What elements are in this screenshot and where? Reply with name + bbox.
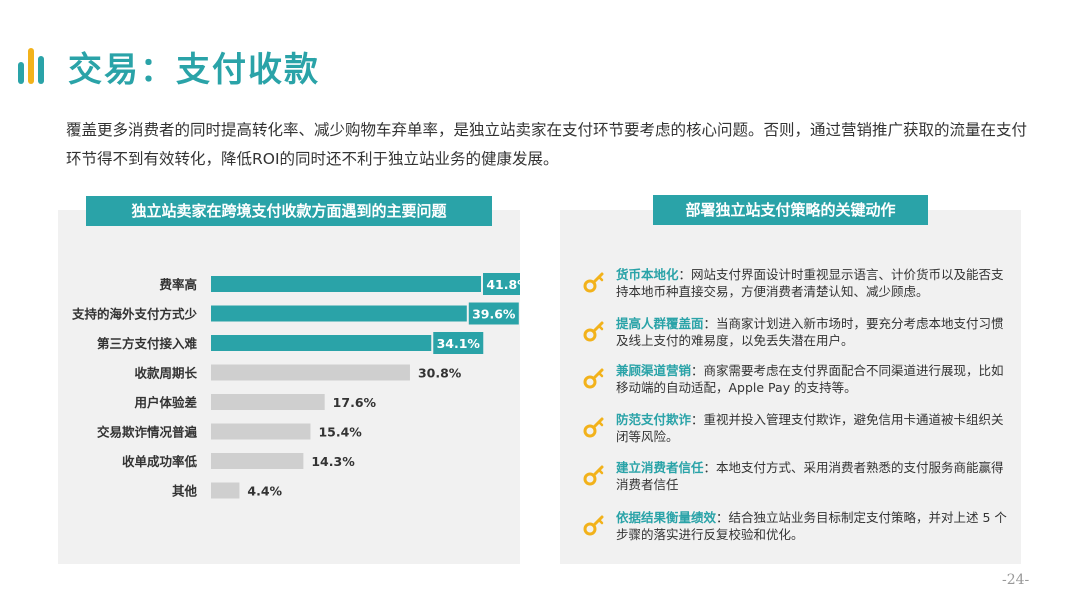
key-icon xyxy=(583,368,604,389)
action-text: 货币本地化：网站支付界面设计时重视显示语言、计价货币以及能否支持本地币种直接交易… xyxy=(616,266,1011,300)
action-item: 依据结果衡量绩效：结合独立站业务目标制定支付策略，并对上述 5 个步骤的落实进行… xyxy=(583,509,1013,549)
category-label: 用户体验差 xyxy=(133,395,197,410)
value-label: 14.3% xyxy=(311,454,355,469)
action-description: ：当商家计划进入新市场时，要充分考虑本地支付习惯及线上支付的难易度，以免丢失潜在… xyxy=(616,316,1004,348)
value-label: 39.6% xyxy=(472,307,516,322)
value-label: 41.8% xyxy=(486,277,520,292)
bar xyxy=(211,276,481,292)
bar xyxy=(211,482,240,499)
action-item: 提高人群覆盖面：当商家计划进入新市场时，要充分考虑本地支付习惯及线上支付的难易度… xyxy=(583,315,1013,355)
action-description: ：重视并投入管理支付欺诈，避免信用卡通道被卡组织关闭等风险。 xyxy=(616,412,1004,444)
action-text: 兼顾渠道营销：商家需要考虑在支付界面配合不同渠道进行展现，比如移动端的自动适配，… xyxy=(616,362,1011,396)
intro-paragraph: 覆盖更多消费者的同时提高转化率、减少购物车弃单率，是独立站卖家在支付环节要考虑的… xyxy=(66,121,1028,168)
value-label-box xyxy=(468,302,519,325)
action-description: ：本地支付方式、采用消费者熟悉的支付服务商能赢得消费者信任 xyxy=(616,460,1004,492)
value-label: 17.6% xyxy=(333,395,377,410)
category-label: 交易欺诈情况普遍 xyxy=(97,425,198,440)
bar xyxy=(211,364,410,381)
actions-panel-title: 部署独立站支付策略的关键动作 xyxy=(653,195,928,225)
value-label: 30.8% xyxy=(418,366,462,381)
action-item: 建立消费者信任：本地支付方式、采用消费者熟悉的支付服务商能赢得消费者信任 xyxy=(583,459,1013,499)
value-label: 4.4% xyxy=(247,484,282,499)
action-description: ：商家需要考虑在支付界面配合不同渠道进行展现，比如移动端的自动适配，Apple … xyxy=(616,363,1004,395)
value-label-box xyxy=(433,332,484,354)
key-icon xyxy=(583,417,604,438)
category-label: 其他 xyxy=(172,484,198,499)
action-description: ：结合独立站业务目标制定支付策略，并对上述 5 个步骤的落实进行反复校验和优化。 xyxy=(616,510,1007,542)
problems-panel-title: 独立站卖家在跨境支付收款方面遇到的主要问题 xyxy=(86,196,492,226)
category-label: 第三方支付接入难 xyxy=(97,336,198,351)
category-label: 收款周期长 xyxy=(134,366,197,381)
action-highlight: 依据结果衡量绩效 xyxy=(616,510,717,525)
page-number: -24- xyxy=(1002,572,1030,588)
bar xyxy=(211,423,311,440)
action-item: 防范支付欺诈：重视并投入管理支付欺诈，避免信用卡通道被卡组织关闭等风险。 xyxy=(583,411,1013,451)
action-highlight: 建立消费者信任 xyxy=(616,460,704,475)
brand-bars-icon xyxy=(18,44,48,84)
value-label: 34.1% xyxy=(437,336,481,351)
key-icon xyxy=(583,272,604,293)
action-text: 防范支付欺诈：重视并投入管理支付欺诈，避免信用卡通道被卡组织关闭等风险。 xyxy=(616,411,1011,445)
action-description: ：网站支付界面设计时重视显示语言、计价货币以及能否支持本地币种直接交易，方便消费… xyxy=(616,267,1004,299)
action-highlight: 货币本地化 xyxy=(616,267,679,282)
action-text: 建立消费者信任：本地支付方式、采用消费者熟悉的支付服务商能赢得消费者信任 xyxy=(616,459,1011,493)
category-label: 费率高 xyxy=(159,277,197,292)
action-item: 货币本地化：网站支付界面设计时重视显示语言、计价货币以及能否支持本地币种直接交易… xyxy=(583,266,1013,306)
bar xyxy=(211,394,325,410)
actions-panel xyxy=(560,210,1021,564)
bar xyxy=(211,335,432,351)
bar xyxy=(211,453,304,469)
value-label: 15.4% xyxy=(318,425,362,440)
action-highlight: 提高人群覆盖面 xyxy=(616,316,704,331)
action-text: 提高人群覆盖面：当商家计划进入新市场时，要充分考虑本地支付习惯及线上支付的难易度… xyxy=(616,315,1011,349)
problems-panel xyxy=(58,210,520,564)
bar xyxy=(211,305,467,322)
category-label: 收单成功率低 xyxy=(122,454,198,469)
key-icon xyxy=(583,321,604,342)
problems-bar-chart: 费率高 41.8% 支持的海外支付方式少 39.6% 第三方支付接入难 34.1% 收款周期… xyxy=(71,273,520,499)
category-label: 支持的海外支付方式少 xyxy=(71,307,198,322)
action-item: 兼顾渠道营销：商家需要考虑在支付界面配合不同渠道进行展现，比如移动端的自动适配，… xyxy=(583,362,1013,402)
page-title: 交易：支付收款 xyxy=(68,50,320,90)
key-icon xyxy=(583,515,604,536)
action-text: 依据结果衡量绩效：结合独立站业务目标制定支付策略，并对上述 5 个步骤的落实进行… xyxy=(616,509,1011,543)
key-icon xyxy=(583,465,604,486)
action-highlight: 兼顾渠道营销 xyxy=(616,363,692,378)
action-highlight: 防范支付欺诈 xyxy=(616,412,692,427)
value-label-box xyxy=(483,273,520,295)
